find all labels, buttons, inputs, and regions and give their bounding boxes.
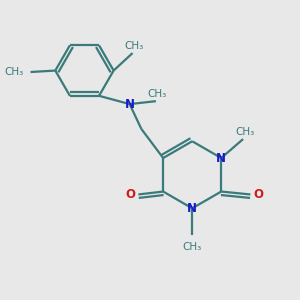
Text: N: N bbox=[216, 152, 226, 164]
Text: CH₃: CH₃ bbox=[4, 67, 23, 77]
Text: N: N bbox=[187, 202, 197, 215]
Text: O: O bbox=[125, 188, 135, 201]
Text: CH₃: CH₃ bbox=[235, 127, 254, 137]
Text: O: O bbox=[254, 188, 264, 201]
Text: CH₃: CH₃ bbox=[124, 41, 144, 51]
Text: CH₃: CH₃ bbox=[148, 89, 167, 99]
Text: CH₃: CH₃ bbox=[183, 242, 202, 252]
Text: N: N bbox=[124, 98, 135, 111]
